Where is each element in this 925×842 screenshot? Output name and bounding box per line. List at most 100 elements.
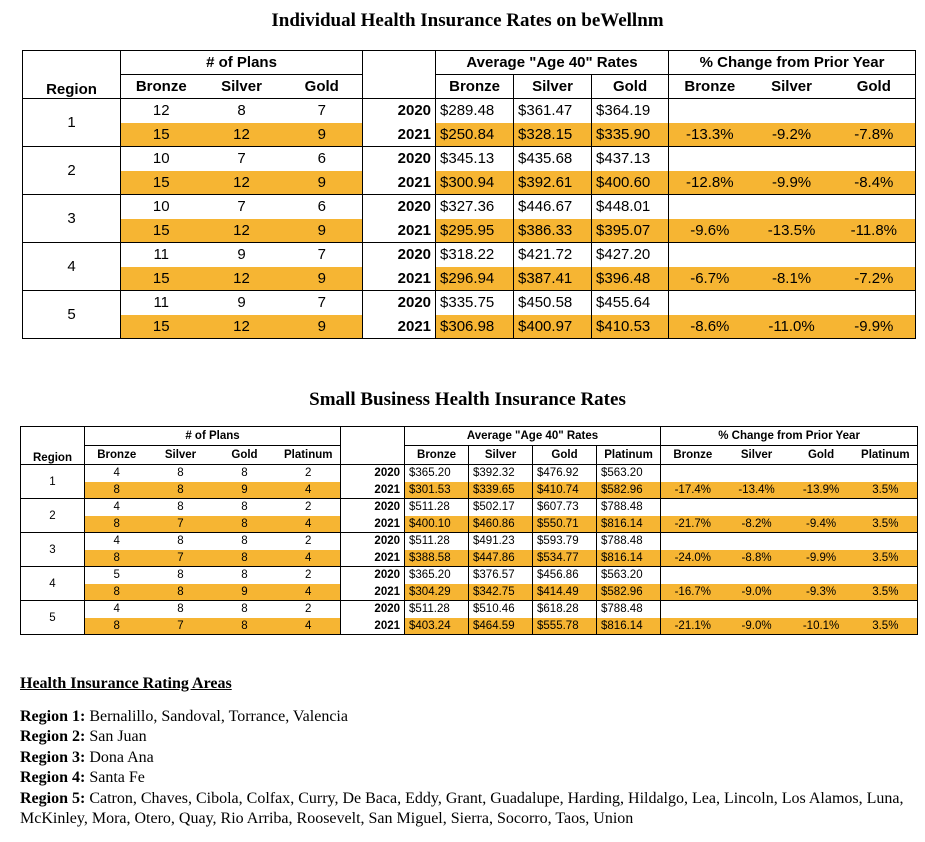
empty-cell (750, 242, 833, 267)
plan-count: 15 (120, 170, 202, 195)
percent-change: -9.0% (724, 583, 789, 601)
rate: $788.48 (596, 532, 661, 550)
percent-change: -10.1% (788, 617, 854, 635)
column-header: Platinum (853, 445, 918, 465)
empty-cell (724, 566, 789, 584)
year: 2020 (340, 566, 405, 584)
plan-count: 8 (84, 515, 149, 533)
region-header: Region (22, 50, 121, 99)
plan-count: 8 (212, 498, 277, 516)
column-header: Gold (281, 74, 363, 99)
plan-count: 8 (212, 515, 277, 533)
column-header: Bronze (435, 74, 514, 99)
group-header: # of Plans (83, 426, 341, 446)
data-row: 5 11 9 7 2020 $335.75 $450.58 $455.64 (22, 290, 916, 339)
percent-change: 3.5% (853, 583, 918, 601)
rate: $460.86 (468, 515, 533, 533)
rate: $456.86 (532, 566, 597, 584)
area-item: Region 2: San Juan (20, 727, 920, 748)
plan-count: 4 (84, 464, 149, 482)
section-heading: Health Insurance Rating Areas (20, 675, 232, 692)
data-row: 8 7 8 4 2021 $388.58 $447.86 $534.77 $816.14 -24.… (21, 549, 918, 567)
rate: $345.13 (435, 146, 514, 171)
region-cell: 1 (20, 464, 85, 499)
percent-change: -8.8% (724, 549, 789, 567)
plan-count: 4 (84, 600, 149, 618)
column-header: Silver (201, 74, 282, 99)
year: 2021 (362, 314, 436, 339)
empty-cell (660, 566, 725, 584)
year: 2021 (340, 617, 405, 635)
percent-change: -6.7% (668, 266, 751, 291)
empty-cell (668, 290, 751, 315)
empty-cell (660, 464, 725, 482)
rate: $400.97 (513, 314, 592, 339)
data-row: 4 11 9 7 2020 $318.22 $421.72 $427.20 (22, 242, 916, 291)
percent-change: -16.7% (660, 583, 725, 601)
group-header: % Change from Prior Year (660, 426, 918, 446)
rate: $392.32 (468, 464, 533, 482)
area-label: Region 3: (20, 748, 86, 766)
plan-count: 8 (212, 532, 277, 550)
plan-count: 8 (84, 617, 149, 635)
empty-cell (724, 498, 789, 516)
percent-change: -9.9% (788, 549, 854, 567)
empty-cell (668, 98, 751, 123)
column-header: Bronze (668, 74, 751, 99)
data-row: 3 4 8 8 2 2020 $511.28 $491.23 $593.79 $788.48 (20, 532, 918, 567)
rate: $328.15 (513, 122, 592, 147)
column-header: Gold (212, 445, 277, 465)
individual-rates-table: Region # of Plans Average "Age 40" Rates% … (22, 50, 917, 339)
rate: $464.59 (468, 617, 533, 635)
rate: $400.10 (404, 515, 469, 533)
plan-count: 6 (281, 194, 363, 219)
plan-count: 8 (148, 464, 213, 482)
plan-count: 11 (120, 242, 202, 267)
region-cell: 3 (20, 532, 85, 567)
empty-cell (853, 600, 918, 618)
rate: $400.60 (591, 170, 669, 195)
table-header: Region # of Plans Average "Age 40" Rates% … (20, 426, 918, 465)
plan-count: 2 (276, 498, 341, 516)
year: 2020 (340, 532, 405, 550)
plan-count: 9 (281, 314, 363, 339)
rate: $342.75 (468, 583, 533, 601)
percent-change: -11.0% (750, 314, 833, 339)
rate: $476.92 (532, 464, 597, 482)
rate: $410.53 (591, 314, 669, 339)
rate: $511.28 (404, 498, 469, 516)
plan-count: 4 (84, 498, 149, 516)
plan-count: 11 (120, 290, 202, 315)
header-row: Region # of Plans Average "Age 40" Rates% … (22, 50, 916, 99)
empty-cell (724, 600, 789, 618)
region-cell: 5 (20, 600, 85, 635)
rate: $555.78 (532, 617, 597, 635)
group-header: Average "Age 40" Rates (435, 50, 669, 75)
rate: $437.13 (591, 146, 669, 171)
plan-count: 7 (201, 146, 282, 171)
table-header: Region # of Plans Average "Age 40" Rates% … (22, 50, 916, 99)
plan-count: 8 (212, 600, 277, 618)
column-header: Silver (468, 445, 533, 465)
plan-count: 15 (120, 122, 202, 147)
header-row: Region # of Plans Average "Age 40" Rates% … (20, 426, 918, 465)
rate: $550.71 (532, 515, 597, 533)
rate: $435.68 (513, 146, 592, 171)
plan-count: 8 (212, 549, 277, 567)
column-header: Gold (591, 74, 669, 99)
rate: $365.20 (404, 464, 469, 482)
plan-count: 7 (201, 194, 282, 219)
column-header: Silver (513, 74, 592, 99)
plan-count: 8 (148, 600, 213, 618)
plan-count: 15 (120, 266, 202, 291)
rate: $392.61 (513, 170, 592, 195)
plan-count: 9 (281, 170, 363, 195)
plan-count: 8 (148, 481, 213, 499)
column-header: Gold (532, 445, 597, 465)
column-header: Silver (750, 74, 833, 99)
rate: $816.14 (596, 515, 661, 533)
empty-cell (724, 464, 789, 482)
plan-count: 2 (276, 600, 341, 618)
column-header: Platinum (276, 445, 341, 465)
percent-change: -8.4% (832, 170, 916, 195)
